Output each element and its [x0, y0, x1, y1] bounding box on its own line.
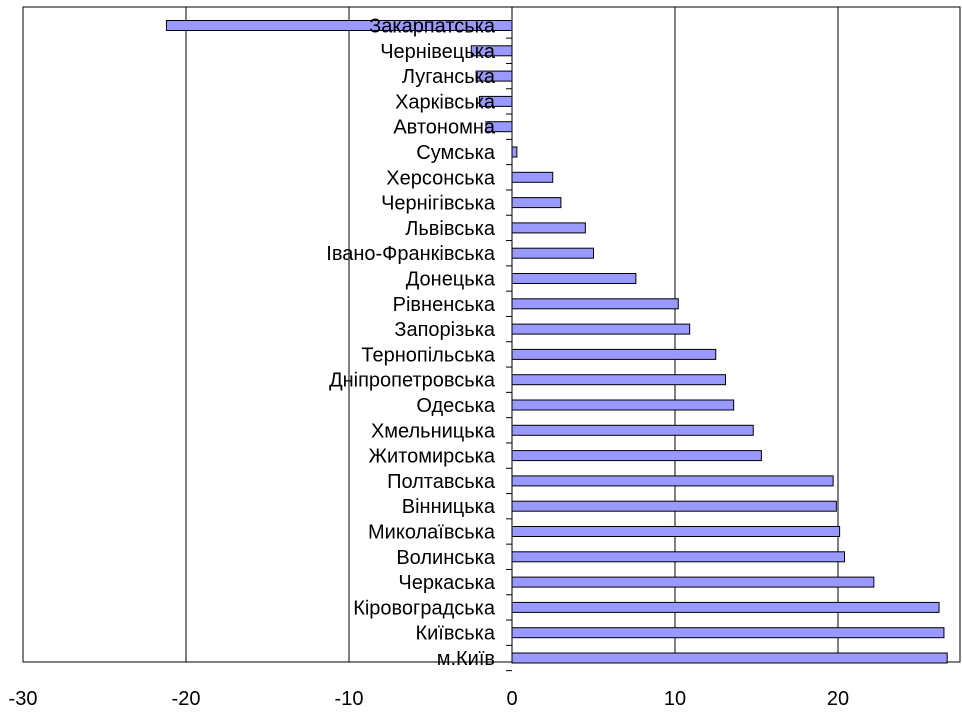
category-label: Кіровоградська	[353, 597, 496, 619]
bar	[511, 273, 637, 284]
category-label: Чернігівська	[381, 193, 496, 215]
bar	[511, 475, 834, 487]
category-label: Запорізька	[394, 319, 496, 341]
category-label: Донецька	[406, 269, 496, 291]
bar	[511, 627, 945, 639]
bar	[511, 551, 846, 563]
category-label: м.Київ	[437, 648, 495, 670]
plot-area-border	[22, 6, 961, 663]
bar	[511, 399, 735, 411]
category-label: Черкаська	[398, 572, 495, 594]
category-label: Закарпатська	[369, 16, 496, 38]
category-label: Тернопільська	[361, 344, 495, 366]
category-label: Дніпропетровська	[329, 370, 496, 392]
bar	[511, 500, 837, 512]
category-label: Івано-Франківська	[326, 243, 496, 265]
bar	[511, 374, 727, 386]
category-label: Львівська	[405, 218, 496, 240]
bar	[511, 222, 586, 234]
category-labels: Закарпатська Чернівецька Луганська Харківсь…	[326, 16, 496, 671]
category-label: Харківська	[395, 91, 496, 113]
category-label: Хмельницька	[371, 420, 496, 442]
bar	[511, 298, 679, 310]
category-label: Полтавська	[387, 471, 496, 493]
bar	[511, 601, 940, 613]
x-tick-labels: -30 -20 -10 0 10 20	[9, 688, 850, 710]
bar	[511, 146, 518, 158]
category-label: Одеська	[416, 395, 496, 417]
category-label: Вінницька	[402, 496, 496, 518]
category-label: Херсонська	[386, 167, 496, 189]
category-label: Чернівецька	[380, 41, 496, 63]
bar	[511, 323, 691, 335]
bar	[511, 576, 875, 588]
bar	[511, 526, 841, 537]
bar	[511, 171, 554, 183]
category-label: Житомирська	[369, 446, 496, 468]
category-label: Миколаївська	[368, 522, 496, 544]
x-tick-label: 20	[827, 688, 849, 710]
bar	[511, 348, 717, 360]
category-label: Волинська	[396, 547, 496, 569]
bar	[511, 247, 594, 259]
x-tick-label: 0	[506, 688, 517, 710]
category-label: Луганська	[402, 66, 496, 88]
x-tick-label: -30	[9, 688, 38, 710]
category-label: Сумська	[416, 142, 496, 164]
bar	[511, 424, 754, 436]
category-label: Київська	[415, 623, 495, 645]
category-label: Автономна	[393, 117, 496, 139]
category-label: Рівненська	[393, 294, 496, 316]
x-tick-label: 10	[664, 688, 686, 710]
bar	[511, 450, 762, 462]
bar	[511, 652, 948, 664]
bars	[165, 20, 948, 672]
bar	[511, 197, 562, 209]
x-tick-label: -20	[172, 688, 201, 710]
x-tick-label: -10	[335, 688, 364, 710]
